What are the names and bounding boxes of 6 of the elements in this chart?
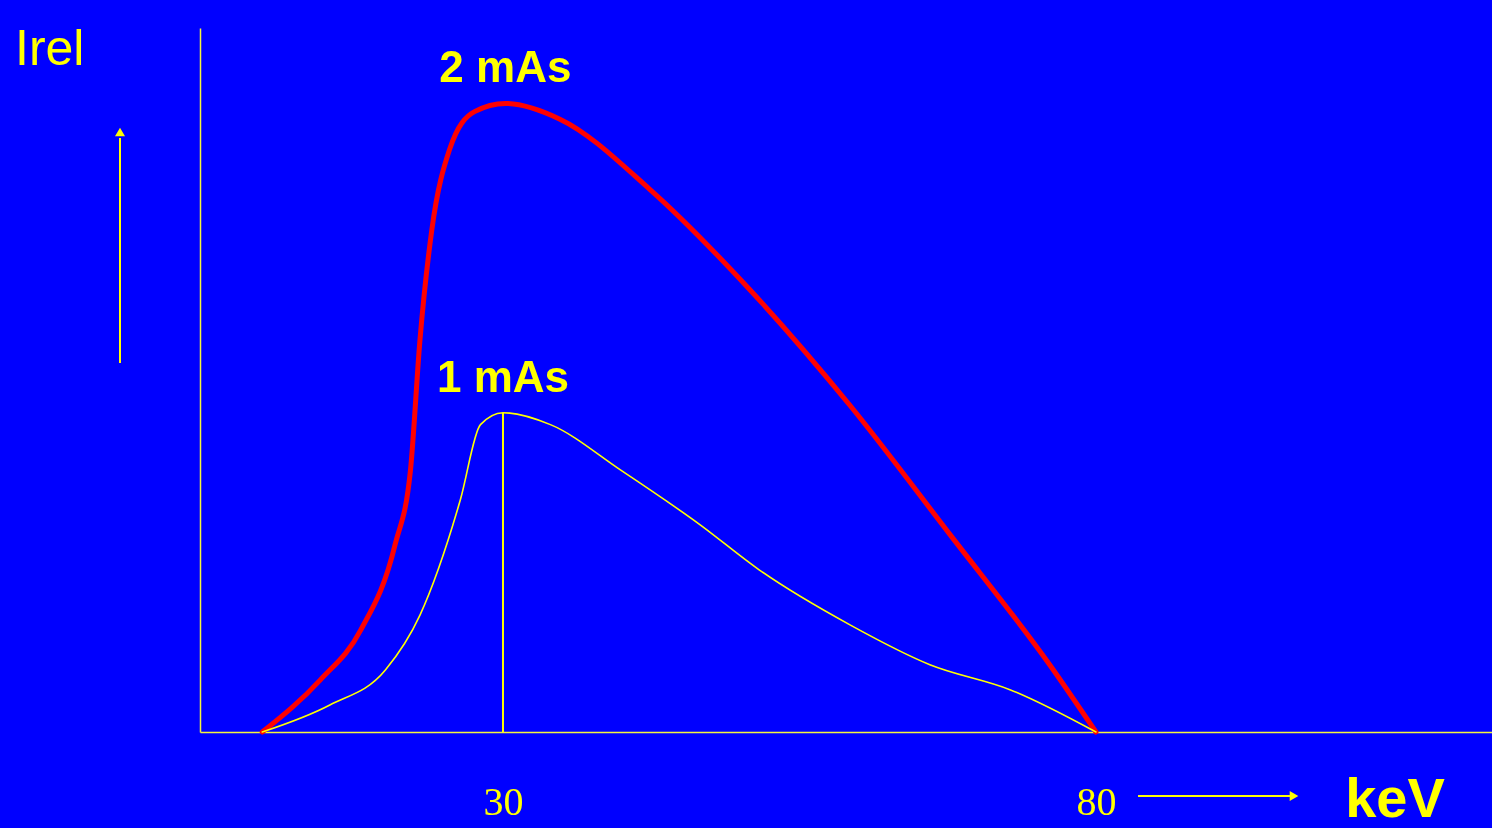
- series-label: 1 mAs: [436, 351, 570, 401]
- x-axis-title: keV: [1345, 766, 1445, 828]
- y-axis-title: Irel: [15, 20, 85, 76]
- x-tick-label: 80: [1076, 778, 1117, 824]
- series-label: 2 mAs: [439, 42, 572, 92]
- x-tick-label: 30: [483, 778, 524, 824]
